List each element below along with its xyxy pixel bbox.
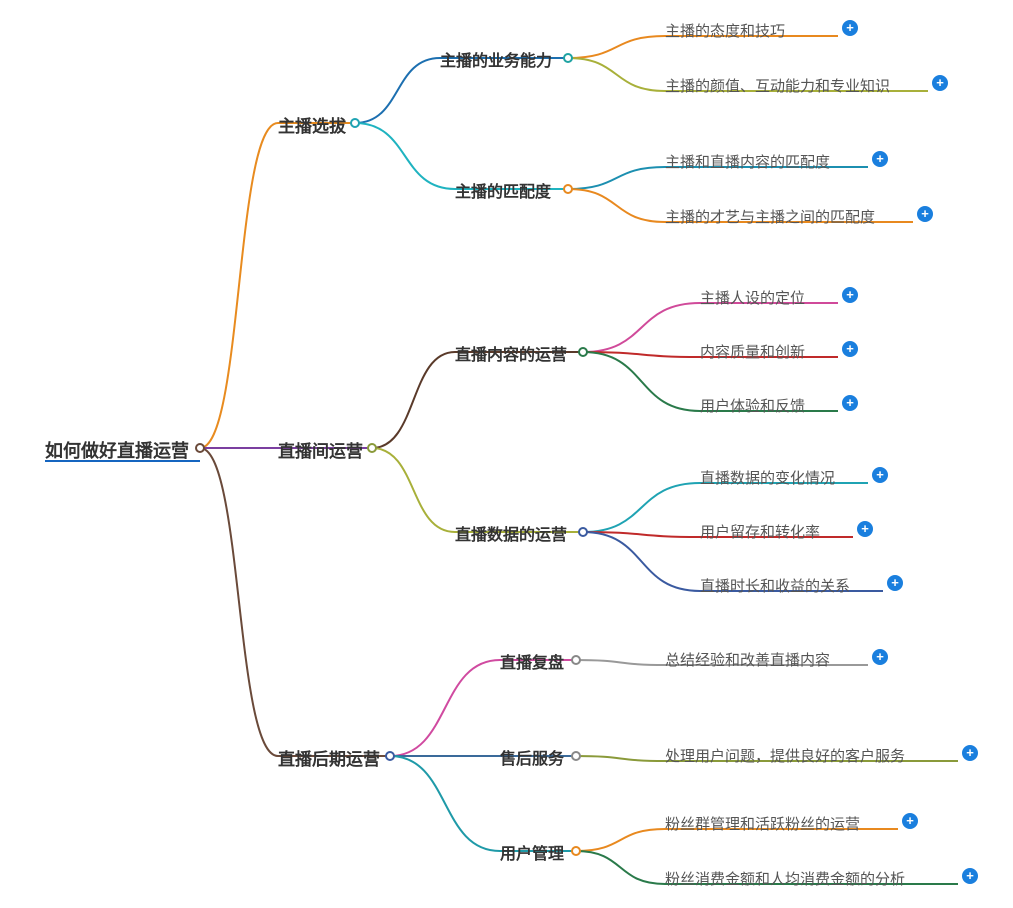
subbranch-a1-dot[interactable] [563, 53, 573, 63]
leaf-b2-7[interactable]: 直播数据的变化情况 [700, 467, 835, 488]
subbranch-b1-dot[interactable] [578, 347, 588, 357]
leaf-c3-12[interactable]: 粉丝群管理和活跃粉丝的运营 [665, 813, 860, 834]
expand-b1-5[interactable]: + [842, 341, 858, 357]
leaf-a1-1[interactable]: 主播的颜值、互动能力和专业知识 [665, 75, 890, 96]
branch-a[interactable]: 主播选拔 [278, 112, 346, 137]
expand-c3-12[interactable]: + [902, 813, 918, 829]
branch-c-dot[interactable] [385, 751, 395, 761]
leaf-a2-3[interactable]: 主播的才艺与主播之间的匹配度 [665, 206, 875, 227]
expand-a2-3[interactable]: + [917, 206, 933, 222]
subbranch-a2-dot[interactable] [563, 184, 573, 194]
branch-b[interactable]: 直播间运营 [278, 437, 363, 462]
subbranch-b2[interactable]: 直播数据的运营 [455, 521, 567, 545]
expand-a1-1[interactable]: + [932, 75, 948, 91]
leaf-a2-2[interactable]: 主播和直播内容的匹配度 [665, 151, 830, 172]
expand-b1-6[interactable]: + [842, 395, 858, 411]
leaf-a1-0[interactable]: 主播的态度和技巧 [665, 20, 785, 41]
leaf-b1-5[interactable]: 内容质量和创新 [700, 341, 805, 362]
expand-b2-9[interactable]: + [887, 575, 903, 591]
subbranch-b1[interactable]: 直播内容的运营 [455, 341, 567, 365]
subbranch-c1-dot[interactable] [571, 655, 581, 665]
leaf-b1-6[interactable]: 用户体验和反馈 [700, 395, 805, 416]
leaf-b2-8[interactable]: 用户留存和转化率 [700, 521, 820, 542]
expand-a1-0[interactable]: + [842, 20, 858, 36]
leaf-c2-11[interactable]: 处理用户问题，提供良好的客户服务 [665, 745, 905, 766]
root-expand-dot[interactable] [195, 443, 205, 453]
leaf-b2-9[interactable]: 直播时长和收益的关系 [700, 575, 850, 596]
leaf-c1-10[interactable]: 总结经验和改善直播内容 [665, 649, 830, 670]
expand-b2-7[interactable]: + [872, 467, 888, 483]
subbranch-c2-dot[interactable] [571, 751, 581, 761]
root-node[interactable]: 如何做好直播运营 [45, 437, 189, 463]
branch-c[interactable]: 直播后期运营 [278, 745, 380, 770]
subbranch-b2-dot[interactable] [578, 527, 588, 537]
subbranch-c3[interactable]: 用户管理 [500, 840, 564, 864]
leaf-c3-13[interactable]: 粉丝消费金额和人均消费金额的分析 [665, 868, 905, 889]
branch-b-dot[interactable] [367, 443, 377, 453]
subbranch-a2[interactable]: 主播的匹配度 [455, 178, 551, 202]
expand-a2-2[interactable]: + [872, 151, 888, 167]
subbranch-c3-dot[interactable] [571, 846, 581, 856]
subbranch-c1[interactable]: 直播复盘 [500, 649, 564, 673]
branch-a-dot[interactable] [350, 118, 360, 128]
subbranch-a1[interactable]: 主播的业务能力 [440, 47, 552, 71]
expand-b2-8[interactable]: + [857, 521, 873, 537]
leaf-b1-4[interactable]: 主播人设的定位 [700, 287, 805, 308]
subbranch-c2[interactable]: 售后服务 [500, 745, 564, 769]
expand-c2-11[interactable]: + [962, 745, 978, 761]
expand-c1-10[interactable]: + [872, 649, 888, 665]
expand-c3-13[interactable]: + [962, 868, 978, 884]
expand-b1-4[interactable]: + [842, 287, 858, 303]
